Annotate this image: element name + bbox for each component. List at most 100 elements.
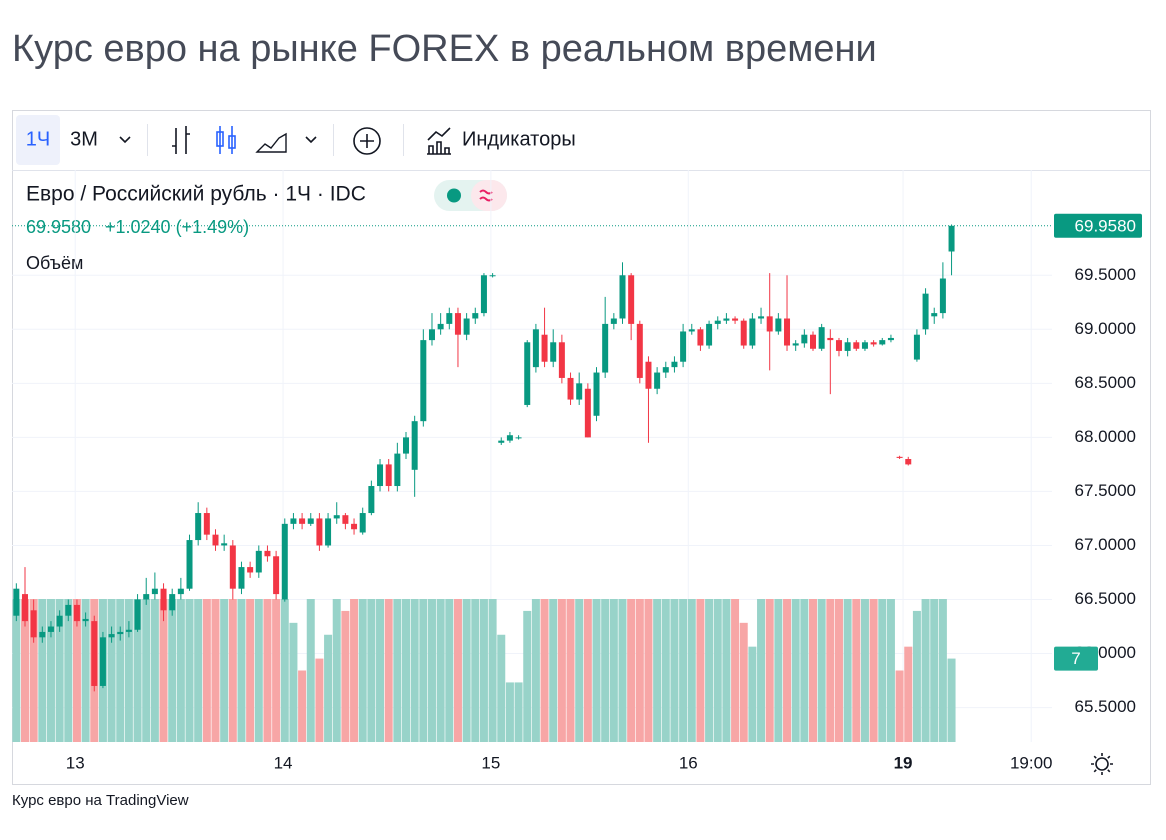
candle-body — [39, 631, 46, 638]
volume-bar — [852, 599, 861, 742]
volume-bar — [679, 599, 688, 742]
volume-bar — [254, 599, 263, 742]
last-price-axis-label: 69.9580 — [1075, 216, 1136, 235]
volume-bar — [445, 599, 454, 742]
candle-body — [117, 631, 124, 635]
x-tick-label: 16 — [679, 753, 698, 772]
candle-body — [506, 435, 513, 441]
candle-body — [602, 323, 609, 373]
candles-icon[interactable] — [216, 126, 236, 154]
candle-body — [82, 618, 89, 622]
candle-body — [654, 372, 661, 389]
candle-body — [186, 540, 193, 589]
candle-body — [931, 313, 938, 317]
candle-body — [706, 323, 713, 346]
volume-bar — [306, 599, 315, 742]
volume-bar — [220, 599, 229, 742]
volume-bar — [549, 599, 558, 742]
page-title: Курс евро на рынке FOREX в реальном врем… — [12, 28, 877, 70]
candle-body — [99, 637, 106, 686]
candle-body — [333, 515, 340, 519]
volume-bar — [46, 599, 55, 742]
indicators-button[interactable]: Индикаторы — [462, 128, 576, 150]
area-icon[interactable] — [255, 132, 287, 153]
candle-body — [861, 342, 868, 349]
volume-bar — [609, 599, 618, 742]
dropdown-arrow[interactable] — [305, 136, 317, 144]
settings-button[interactable] — [1091, 753, 1113, 775]
volume-bar — [644, 599, 653, 742]
y-tick-label: 69.5000 — [1075, 265, 1136, 284]
volume-bar — [350, 599, 359, 742]
candle-body — [784, 318, 791, 346]
volume-bar — [488, 599, 497, 742]
candle-body — [818, 327, 825, 349]
volume-bar — [635, 599, 644, 742]
volume-bar — [826, 599, 835, 742]
compare-button[interactable] — [353, 127, 381, 155]
candle-body — [47, 626, 54, 632]
x-tick-label: 15 — [481, 753, 500, 772]
volume-bar — [194, 599, 203, 742]
candle-body — [879, 340, 886, 345]
last-price-box — [1054, 213, 1142, 238]
candle-body — [143, 594, 150, 600]
dropdown-arrow[interactable] — [119, 136, 131, 144]
volume-bar — [211, 599, 220, 742]
indicators-icon[interactable] — [427, 127, 451, 155]
volume-bar — [791, 599, 800, 742]
candle-body — [377, 464, 384, 487]
candle-body — [550, 342, 557, 362]
interval-button[interactable]: 3М — [70, 128, 98, 150]
candle-body — [671, 361, 678, 368]
candle-body — [238, 567, 245, 589]
candle-body — [325, 518, 332, 546]
volume-bar — [661, 599, 670, 742]
volume-bar — [272, 599, 281, 742]
volume-bar — [514, 682, 523, 742]
candle-body — [437, 323, 444, 330]
volume-bar — [653, 599, 662, 742]
volume-bar — [731, 599, 740, 742]
volume-box — [1054, 646, 1098, 671]
volume-bar — [696, 599, 705, 742]
volume-legend: Объём — [26, 253, 83, 273]
candle-body — [688, 329, 695, 332]
candle-body — [723, 318, 730, 321]
volume-bar — [843, 599, 852, 742]
candle-body — [30, 610, 37, 638]
candle-body — [428, 329, 435, 341]
candle-body — [125, 629, 132, 632]
candle-body — [567, 377, 574, 400]
y-tick-label: 65.5000 — [1075, 697, 1136, 716]
candle-body — [359, 513, 366, 533]
volume-bar — [912, 610, 921, 742]
y-tick-label: 67.5000 — [1075, 481, 1136, 500]
volume-bar — [860, 599, 869, 742]
volume-bar — [834, 599, 843, 742]
volume-bar — [228, 599, 237, 742]
candle-body — [749, 318, 756, 346]
candle-body — [307, 518, 314, 524]
volume-bar — [168, 599, 177, 742]
candle-body — [13, 588, 20, 616]
market-open-dot — [447, 188, 461, 203]
candle-body — [255, 550, 262, 573]
y-tick-label: 69.0000 — [1075, 319, 1136, 338]
volume-bar — [479, 599, 488, 742]
candle-body — [610, 318, 617, 324]
volume-bar — [12, 599, 21, 742]
volume-bar — [566, 599, 575, 742]
candle-body — [403, 437, 410, 454]
volume-bar — [150, 599, 159, 742]
volume — [12, 599, 956, 742]
candle-body — [221, 543, 228, 546]
interval-button[interactable]: 1Ч — [26, 128, 50, 150]
symbol-legend: Евро / Российский рубль · 1Ч · IDC — [26, 183, 366, 206]
candle-body — [766, 316, 773, 332]
candles — [13, 224, 955, 692]
volume-bar — [376, 599, 385, 742]
volume-bar — [298, 670, 307, 742]
volume-bar — [419, 599, 428, 742]
bars-icon[interactable] — [172, 126, 190, 154]
